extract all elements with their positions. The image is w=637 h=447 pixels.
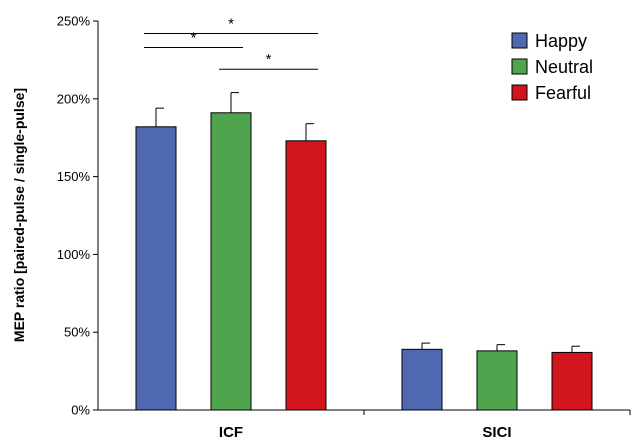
legend-label-neutral: Neutral	[535, 57, 593, 77]
x-category-label: ICF	[219, 424, 243, 441]
bar-fearful-icf	[285, 140, 327, 411]
significance-markers: * * *	[144, 15, 318, 70]
bar-neutral-sici	[476, 350, 518, 411]
x-category-label: SICI	[482, 424, 511, 441]
y-tick-label: 200%	[57, 91, 91, 106]
bar-fearful-sici	[551, 351, 593, 411]
significance-star: *	[228, 15, 234, 32]
bar-happy-sici	[401, 348, 443, 411]
legend-swatch-fearful	[511, 84, 528, 101]
legend: Happy Neutral Fearful	[511, 31, 593, 103]
y-tick-label: 250%	[57, 14, 91, 29]
y-tick-label: 150%	[57, 169, 91, 184]
y-tick-label: 0%	[71, 403, 90, 418]
significance-star: *	[266, 51, 272, 68]
legend-label-fearful: Fearful	[535, 83, 591, 103]
bar-happy-icf	[135, 126, 177, 411]
axes: 0% 50% 100% 150% 200% 250% ICF SICI	[57, 14, 631, 441]
legend-swatch-neutral	[511, 58, 528, 75]
y-tick-label: 100%	[57, 247, 91, 262]
legend-label-happy: Happy	[535, 31, 587, 51]
y-tick-label: 50%	[64, 325, 90, 340]
significance-star: *	[191, 29, 197, 46]
bar-neutral-icf	[210, 112, 252, 411]
legend-swatch-happy	[511, 32, 528, 49]
bars	[135, 92, 593, 411]
y-axis-title: MEP ratio [paired-pulse / single-pulse]	[11, 88, 27, 342]
